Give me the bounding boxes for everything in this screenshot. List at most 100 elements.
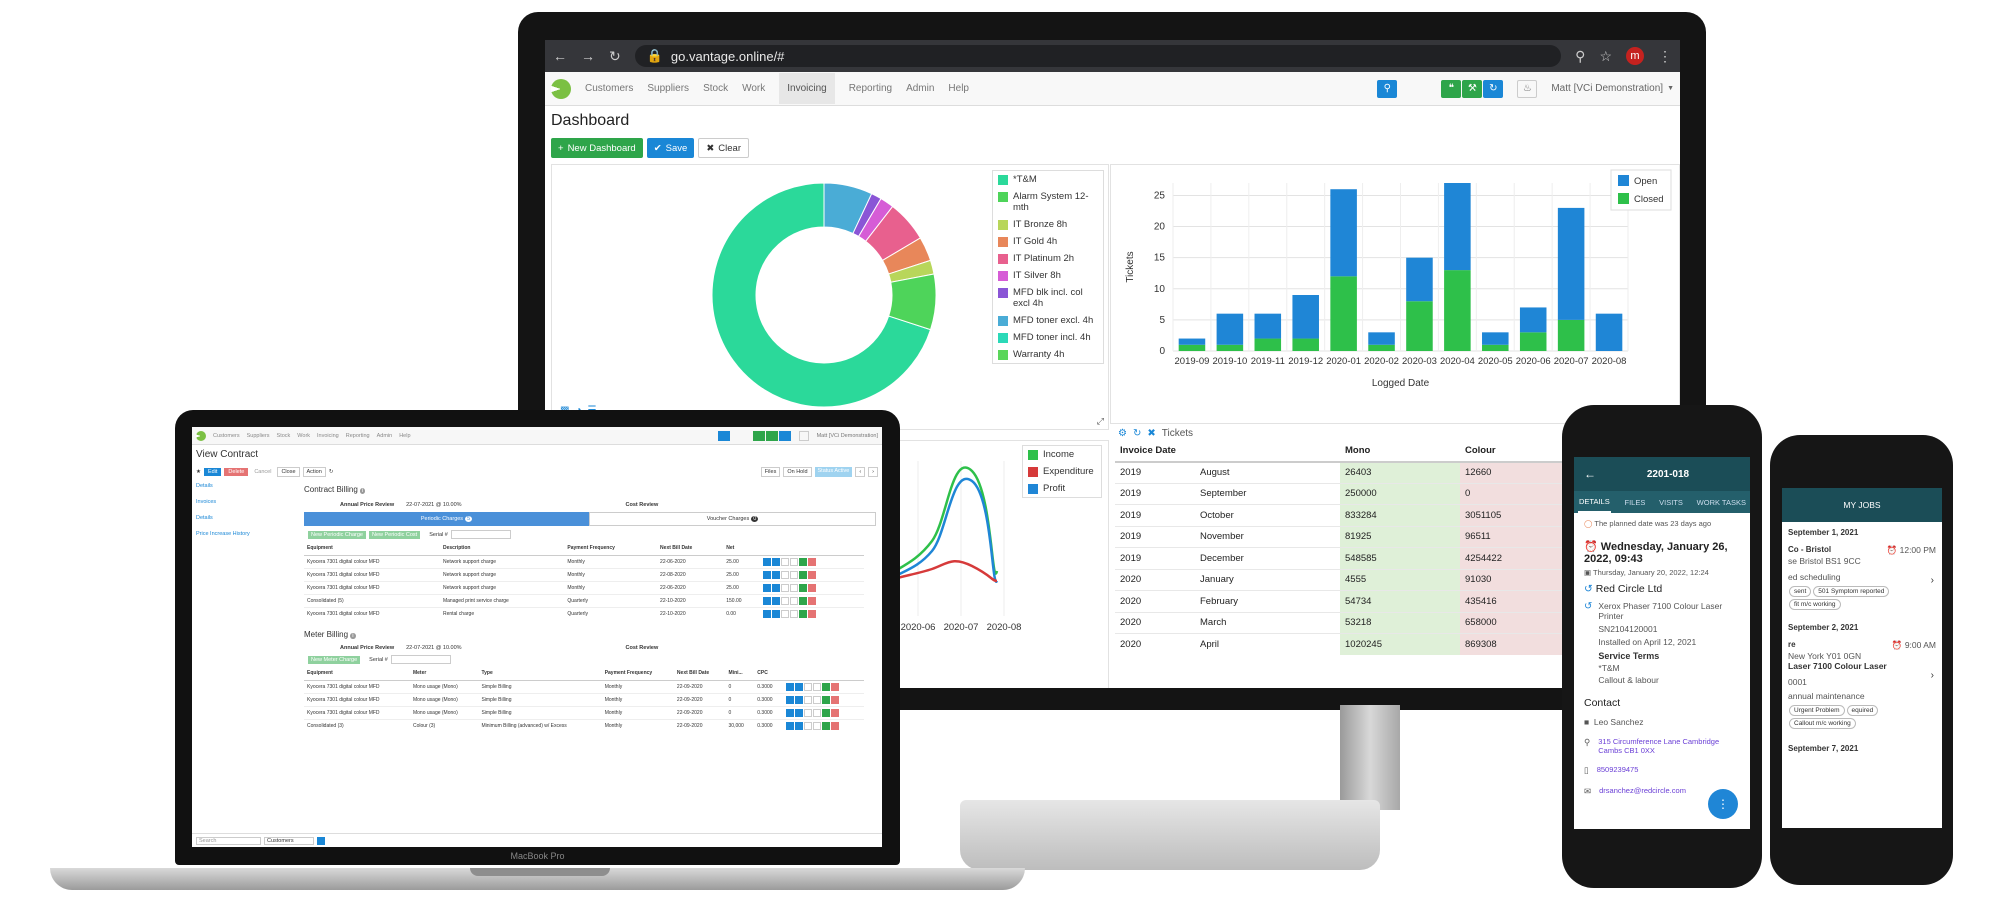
legend-item[interactable]: IT Bronze 8h [993, 216, 1103, 233]
footer-select[interactable]: Customers [264, 836, 314, 845]
table-row[interactable]: Kyocera 7301 digital colour MFD Network s… [304, 554, 864, 568]
chevron-down-icon[interactable]: ▼ [1667, 85, 1674, 92]
bar-open[interactable] [1178, 338, 1206, 345]
menu-kebab-icon[interactable]: ⋮ [1658, 47, 1672, 64]
calendar-icon[interactable] [790, 557, 799, 566]
address-bar[interactable]: 🔒 go.vantage.online/# [634, 45, 1562, 67]
new-dashboard-button[interactable]: + New Dashboard [551, 138, 643, 158]
table-row[interactable]: Kyocera 7301 digital colour MFD Network s… [304, 580, 864, 594]
nav-help[interactable]: Help [948, 83, 969, 94]
bar-closed[interactable] [1519, 332, 1547, 351]
nav-work[interactable]: Work [742, 83, 766, 94]
bar-open[interactable] [1557, 207, 1585, 320]
serial-input[interactable] [390, 655, 451, 664]
nav-suppliers[interactable]: Suppliers [246, 432, 270, 439]
reload-icon[interactable]: ↻ [609, 47, 621, 64]
bar-open[interactable] [1444, 183, 1471, 271]
calendar-icon[interactable] [812, 695, 821, 704]
job-card[interactable]: re ⏰ 9:00 AM New York Y01 0GN Laser 7100 … [1788, 640, 1936, 729]
calendar-icon[interactable] [790, 609, 799, 618]
bar-closed[interactable] [1482, 344, 1509, 351]
nav-work[interactable]: Work [297, 432, 311, 439]
bar-open[interactable] [1406, 257, 1433, 302]
bar-closed[interactable] [1254, 338, 1282, 351]
bar-closed[interactable] [1557, 319, 1585, 351]
refresh-button[interactable] [778, 430, 791, 441]
nav-admin[interactable]: Admin [906, 83, 935, 94]
delete-icon[interactable] [808, 609, 817, 618]
nav-invoicing[interactable]: Invoicing [317, 432, 339, 439]
add-icon[interactable] [799, 583, 808, 592]
bar-open[interactable] [1254, 313, 1282, 339]
bar-closed[interactable] [1178, 344, 1206, 351]
tab-periodic-charges[interactable]: Periodic Charges 5 [304, 512, 589, 526]
calendar-icon[interactable] [790, 583, 799, 592]
user-menu[interactable]: Matt [VCi Demonstration] [1551, 83, 1664, 94]
legend-item[interactable]: IT Platinum 2h [993, 250, 1103, 267]
add-icon[interactable] [799, 557, 808, 566]
bar-closed[interactable] [1216, 344, 1244, 351]
sidebar-item-details-2[interactable]: Details [196, 515, 213, 521]
delete-icon[interactable] [830, 708, 839, 717]
copy-icon[interactable] [794, 682, 803, 691]
tab-work-tasks[interactable]: WORK TASKS [1696, 497, 1746, 507]
calendar-icon[interactable] [812, 682, 821, 691]
col-invoice-date[interactable]: Invoice Date [1115, 440, 1195, 463]
search-icon[interactable] [317, 836, 325, 845]
delete-icon[interactable] [830, 721, 839, 730]
bar-closed[interactable] [1368, 344, 1395, 351]
gear-icon[interactable]: ⚙ [1118, 428, 1127, 439]
legend-item[interactable]: MFD blk incl. col excl 4h [993, 284, 1103, 312]
edit-button[interactable]: Edit [203, 468, 222, 476]
bar-open[interactable] [1292, 295, 1319, 339]
delete-icon[interactable] [830, 695, 839, 704]
copy-icon[interactable] [772, 583, 781, 592]
nav-admin[interactable]: Admin [376, 432, 393, 439]
quote-button[interactable]: ❝ [1441, 79, 1462, 98]
search-icon[interactable] [785, 682, 794, 691]
calendar-icon[interactable] [790, 570, 799, 579]
edit-icon[interactable] [803, 708, 812, 717]
copy-icon[interactable] [772, 596, 781, 605]
add-icon[interactable] [821, 682, 830, 691]
search-icon[interactable] [785, 708, 794, 717]
legend-item[interactable]: Warranty 4h [993, 346, 1103, 363]
back-icon[interactable]: ← [553, 48, 567, 64]
tab-visits[interactable]: VISITS [1659, 497, 1683, 507]
refresh-icon[interactable]: ↻ [1132, 428, 1142, 439]
bar-open[interactable] [1330, 189, 1357, 277]
edit-icon[interactable] [781, 596, 790, 605]
bar-open[interactable] [1368, 332, 1395, 345]
vantage-logo[interactable] [196, 430, 206, 441]
edit-icon[interactable] [781, 570, 790, 579]
table-row[interactable]: Kyocera 7301 digital colour MFD Mono usag… [304, 679, 864, 693]
prev-icon[interactable]: ‹ [855, 467, 866, 477]
delete-icon[interactable] [808, 596, 817, 605]
nav-customers[interactable]: Customers [213, 432, 240, 439]
legend-item[interactable]: IT Gold 4h [993, 233, 1103, 250]
copy-icon[interactable] [794, 695, 803, 704]
search-icon[interactable] [763, 609, 772, 618]
table-row[interactable]: Kyocera 7301 digital colour MFD Mono usag… [304, 705, 864, 719]
job-card[interactable]: Co - Bristol ⏰ 12:00 PM se Bristol BS1 9C… [1788, 545, 1936, 610]
delete-button[interactable]: Delete [224, 468, 249, 476]
copy-icon[interactable] [794, 708, 803, 717]
clear-button[interactable]: ✖ Clear [698, 138, 749, 158]
on-hold-button[interactable]: On Hold [783, 467, 812, 477]
bar-closed[interactable] [1444, 270, 1471, 351]
next-icon[interactable]: › [868, 467, 878, 477]
legend-item[interactable]: Alarm System 12-mth [993, 188, 1103, 216]
tab-files[interactable]: FILES [1624, 497, 1646, 507]
wrench-button[interactable] [765, 430, 778, 441]
bell-icon[interactable] [798, 430, 809, 441]
footer-search-input[interactable]: Search [196, 836, 261, 845]
wrench-button[interactable]: ⚒ [1462, 79, 1483, 98]
bar-closed[interactable] [1406, 301, 1433, 351]
contact-phone[interactable]: ▯ 8509239475 [1584, 765, 1639, 775]
star-icon[interactable]: ☆ [1599, 47, 1612, 64]
add-icon[interactable] [799, 609, 808, 618]
sidebar-item-invoices[interactable]: Invoices [196, 499, 217, 505]
contact-email[interactable]: ✉ drsanchez@redcircle.com [1584, 786, 1686, 796]
edit-icon[interactable] [781, 557, 790, 566]
save-button[interactable]: ✔ Save [646, 138, 695, 158]
